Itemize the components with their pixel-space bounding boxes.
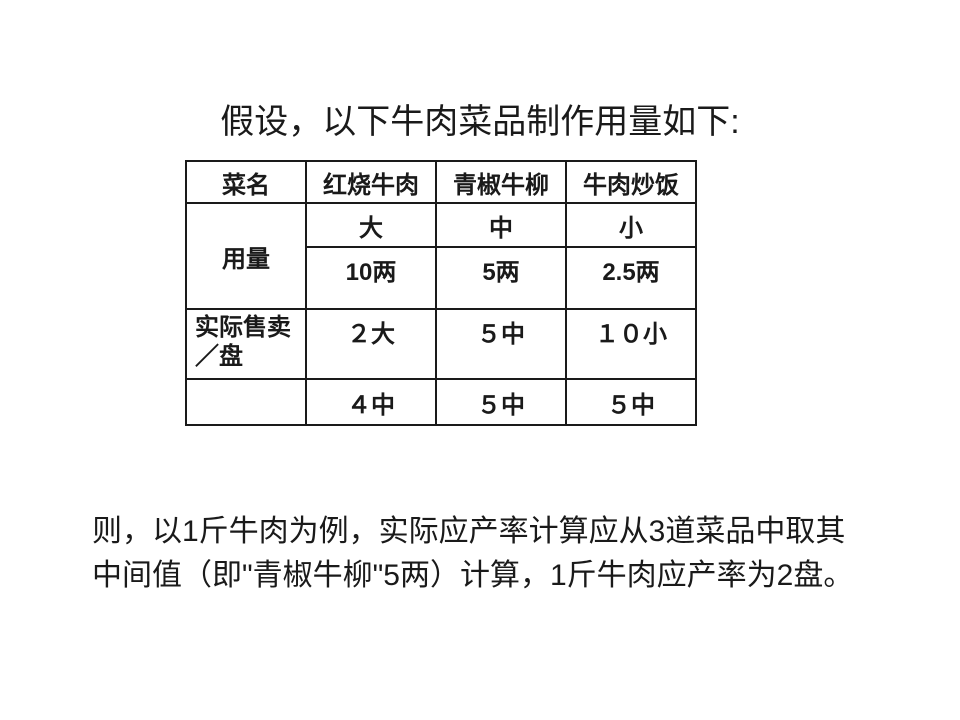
footer-text: 则，以1斤牛肉为例，实际应产率计算应从3道菜品中取其中间值（即"青椒牛柳"5两）… bbox=[92, 510, 868, 597]
size-2: 小 bbox=[566, 203, 696, 247]
sold-1: ５中 bbox=[436, 309, 566, 379]
header-label: 菜名 bbox=[186, 161, 306, 203]
page-title: 假设，以下牛肉菜品制作用量如下: bbox=[0, 94, 960, 143]
beef-usage-table: 菜名 红烧牛肉 青椒牛柳 牛肉炒饭 用量 大 中 小 10两 5两 2.5两 实… bbox=[185, 160, 697, 426]
amount-0: 10两 bbox=[306, 247, 436, 309]
converted-2: ５中 bbox=[566, 379, 696, 425]
dish-1: 青椒牛柳 bbox=[436, 161, 566, 203]
sold-label: 实际售卖 ／盘 bbox=[186, 309, 306, 379]
sold-label-line2: ／盘 bbox=[195, 343, 243, 370]
usage-label: 用量 bbox=[186, 203, 306, 309]
sold-2: １０小 bbox=[566, 309, 696, 379]
dish-0: 红烧牛肉 bbox=[306, 161, 436, 203]
amount-2: 2.5两 bbox=[566, 247, 696, 309]
converted-0: ４中 bbox=[306, 379, 436, 425]
converted-label bbox=[186, 379, 306, 425]
converted-1: ５中 bbox=[436, 379, 566, 425]
dish-2: 牛肉炒饭 bbox=[566, 161, 696, 203]
size-0: 大 bbox=[306, 203, 436, 247]
sold-0: ２大 bbox=[306, 309, 436, 379]
amount-1: 5两 bbox=[436, 247, 566, 309]
sold-label-line1: 实际售卖 bbox=[195, 314, 291, 341]
size-1: 中 bbox=[436, 203, 566, 247]
